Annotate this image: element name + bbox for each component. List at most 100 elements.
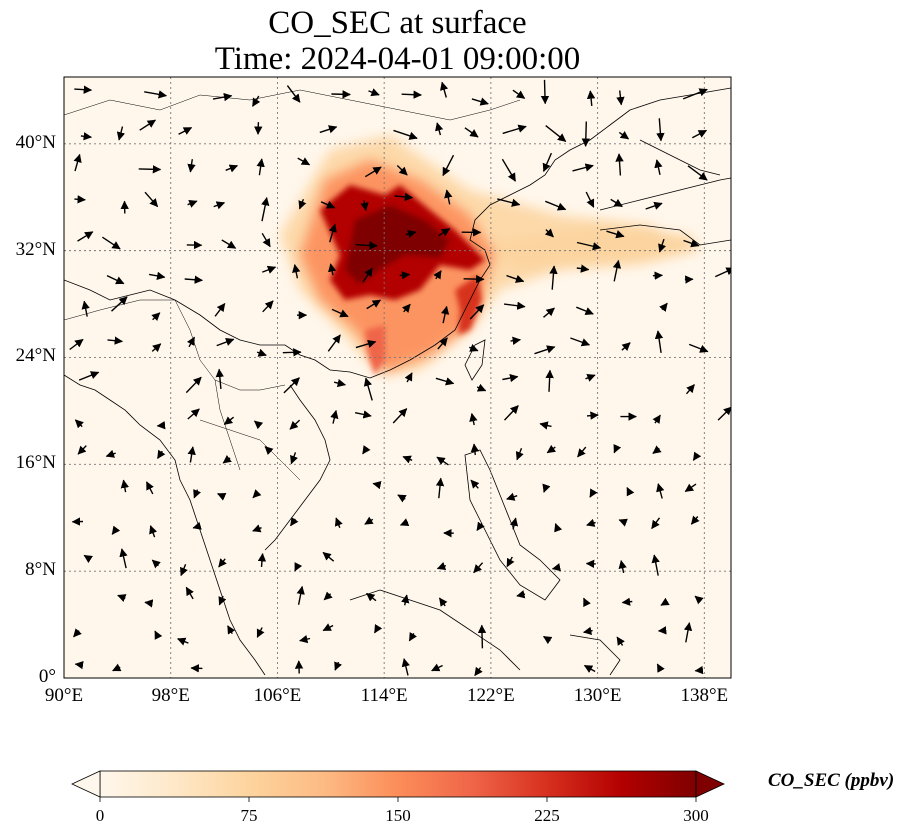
wind-arrow	[186, 336, 196, 348]
wind-arrow	[120, 479, 129, 493]
wind-arrow	[262, 300, 274, 313]
wind-arrow	[334, 661, 342, 671]
wind-arrow	[510, 336, 521, 345]
wind-arrow	[545, 200, 567, 211]
map-title: CO_SEC at surface	[268, 5, 527, 41]
wind-arrow	[402, 455, 413, 464]
wind-arrow	[585, 373, 596, 382]
wind-arrow	[184, 275, 203, 284]
wind-arrow	[618, 560, 627, 574]
wind-arrow	[606, 230, 625, 239]
wind-arrow	[73, 628, 82, 638]
wind-arrow	[610, 198, 623, 208]
wind-arrow	[581, 121, 591, 147]
wind-arrow	[470, 443, 480, 456]
wind-arrow	[111, 296, 128, 312]
wind-arrow	[469, 412, 478, 426]
wind-arrow	[645, 201, 663, 210]
wind-arrow	[621, 342, 631, 351]
wind-arrow	[320, 200, 336, 209]
wind-arrow	[80, 132, 92, 141]
wind-arrow	[290, 452, 298, 465]
latitude-tick-label: 40°N	[15, 131, 56, 153]
wind-arrow	[227, 625, 236, 635]
wind-arrow	[438, 228, 451, 237]
wind-arrow	[586, 411, 599, 420]
longitude-tick-label: 130°E	[573, 685, 622, 706]
wind-arrow	[261, 197, 270, 222]
wind-arrow	[545, 369, 554, 392]
wind-arrow	[185, 376, 202, 394]
wind-arrow	[366, 592, 377, 602]
latitude-tick-label: 32°N	[15, 238, 56, 260]
wind-arrow	[577, 446, 587, 458]
latitude-tick-label: 0°	[38, 666, 56, 687]
wind-arrow	[323, 591, 333, 601]
wind-arrow	[551, 563, 562, 572]
wind-arrow	[252, 524, 262, 533]
wind-arrow	[256, 348, 267, 357]
wind-arrow	[192, 521, 202, 530]
wind-arrow	[626, 486, 635, 497]
wind-arrow	[506, 556, 515, 568]
colorbar-tick-label: 75	[240, 806, 258, 825]
wind-arrow	[366, 299, 381, 310]
wind-arrow	[612, 259, 622, 282]
wind-arrow	[394, 192, 414, 202]
wind-arrow	[506, 274, 525, 283]
colorbar-extend-min	[71, 770, 101, 798]
wind-arrow	[572, 163, 594, 172]
wind-arrow	[435, 377, 455, 386]
wind-arrow	[185, 586, 194, 600]
wind-arrow	[216, 338, 235, 347]
wind-arrow	[292, 264, 301, 279]
wind-arrow	[586, 90, 596, 106]
colorbar-tick-label: 225	[534, 806, 560, 825]
wind-arrow	[73, 153, 82, 172]
wind-arrow	[148, 271, 166, 280]
wind-arrow	[360, 200, 369, 212]
wind-arrow	[331, 90, 351, 99]
wind-arrow	[436, 562, 447, 570]
latitude-tick-label: 24°N	[15, 345, 56, 367]
wind-arrow	[105, 449, 116, 458]
wind-arrow	[576, 264, 590, 273]
wind-arrow	[221, 239, 237, 249]
wind-arrow	[364, 166, 382, 178]
wind-arrow	[469, 304, 485, 320]
wind-arrow	[470, 479, 480, 489]
wind-arrow	[222, 455, 232, 464]
wind-arrow	[405, 229, 417, 239]
wind-arrow	[554, 523, 563, 533]
wind-arrow	[576, 241, 602, 251]
wind-arrow	[431, 663, 443, 672]
wind-arrow	[477, 624, 487, 649]
wind-arrow	[464, 127, 479, 138]
wind-arrow	[286, 85, 301, 103]
wind-arrow	[399, 518, 410, 527]
wind-arrow	[583, 626, 593, 635]
wind-arrow	[322, 623, 334, 632]
wind-arrow	[654, 330, 664, 354]
wind-arrow	[262, 265, 277, 274]
wind-arrow	[515, 447, 524, 461]
latitude-tick-label: 8°N	[25, 559, 56, 581]
longitude-tick-label: 114°E	[360, 685, 408, 706]
wind-arrow	[502, 373, 519, 383]
wind-arrow	[546, 444, 557, 454]
wind-arrow	[327, 334, 341, 352]
wind-arrow	[364, 516, 374, 525]
wind-arrow	[585, 191, 595, 208]
wind-arrow	[440, 81, 449, 98]
wind-arrow	[187, 446, 196, 463]
colorbar-label: CO_SEC (ppbv)	[768, 770, 895, 791]
longitude-tick-label: 98°E	[151, 685, 190, 706]
wind-arrow	[144, 191, 159, 208]
wind-arrow	[576, 306, 594, 316]
wind-arrow	[252, 489, 262, 499]
wind-arrow	[692, 451, 702, 461]
wind-arrow	[264, 446, 274, 455]
wind-arrow	[659, 302, 668, 312]
wind-arrow	[215, 368, 224, 389]
wind-arrow	[193, 489, 201, 499]
